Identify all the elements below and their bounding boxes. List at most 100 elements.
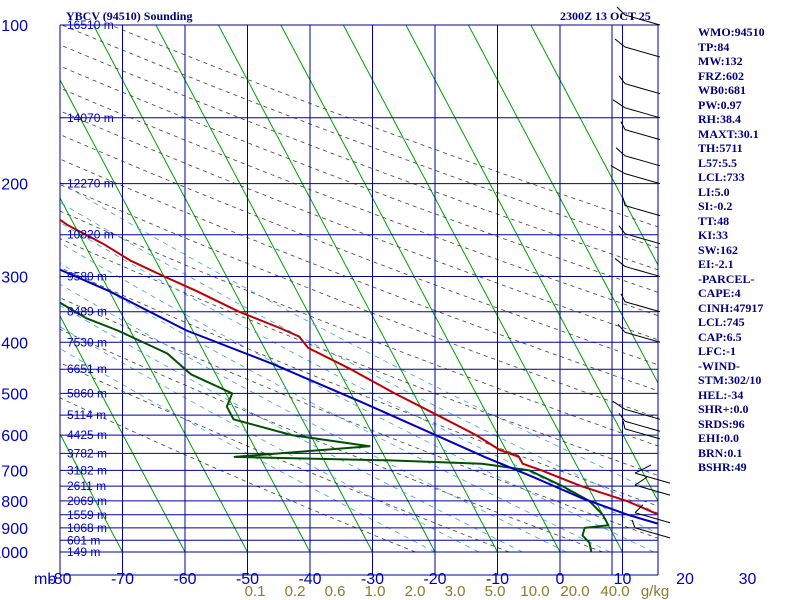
height-label: 1559 m	[67, 508, 107, 522]
temperature-tick-label: 20	[676, 571, 694, 588]
sounding-index: RH:38.4	[698, 112, 741, 126]
isotherm-line	[155, 25, 436, 553]
sounding-index: -WIND-	[698, 358, 740, 373]
mixing-ratio-label: 1.0	[365, 583, 386, 600]
wind-barb	[624, 205, 661, 217]
sounding-index: SHR+:0.0	[698, 402, 749, 416]
moist-adiabat-grid	[60, 182, 658, 553]
sounding-index: FRZ:602	[698, 68, 744, 83]
dry-adiabat-line	[61, 25, 658, 249]
wind-barb	[620, 293, 626, 302]
dry-adiabat-line	[60, 87, 658, 317]
sounding-index: BSHR:49	[698, 460, 747, 474]
wind-barb	[614, 38, 626, 48]
parcel-profile-line	[60, 268, 658, 525]
axis-labels: -80-70-60-50-40-30-20-100102030401002003…	[0, 18, 757, 600]
wind-barb	[634, 476, 648, 486]
wind-barb	[616, 6, 626, 16]
height-label: 5860 m	[67, 386, 107, 400]
mixing-ratio-label: 3.0	[445, 583, 466, 600]
isotherm-line	[342, 25, 623, 553]
mixing-ratio-label: 0.6	[325, 583, 346, 600]
temperature-tick-label: -50	[236, 571, 259, 588]
height-label: 8489 m	[67, 305, 107, 319]
isotherm-line	[530, 25, 658, 267]
isotherm-grid	[60, 25, 658, 553]
sounding-profiles	[60, 218, 658, 553]
isotherm-line	[217, 25, 498, 553]
wind-barb	[631, 519, 636, 529]
pressure-tick-label: 600	[1, 428, 28, 445]
mixing-ratio-label: 2.0	[405, 583, 426, 600]
wind-barb	[622, 420, 626, 429]
dry-adiabat-line	[60, 397, 416, 553]
temperature-tick-label: -20	[423, 571, 446, 588]
pressure-tick-label: 100	[1, 18, 28, 35]
mixing-ratio-label: 40.0	[600, 583, 629, 600]
isotherm-line	[405, 25, 658, 503]
sounding-index: TT:48	[698, 213, 730, 228]
wind-barb	[624, 301, 661, 313]
wind-barb	[618, 412, 626, 422]
wind-barb	[624, 408, 661, 420]
dry-adiabat-line	[60, 158, 658, 392]
wind-barb	[624, 233, 661, 245]
y-axis-unit-label: mb	[34, 571, 56, 588]
height-label: 149 m	[67, 545, 100, 559]
sounding-index: EHI:0.0	[698, 431, 740, 445]
temperature-tick-label: -70	[111, 571, 134, 588]
wind-barb	[620, 121, 626, 130]
sounding-index: MAXT:30.1	[698, 126, 759, 141]
height-label: 9580 m	[67, 269, 107, 283]
isotherm-line	[280, 25, 561, 553]
isotherm-line	[60, 432, 123, 553]
temperature-tick-label: -10	[486, 571, 509, 588]
wind-barb	[622, 197, 626, 206]
sounding-index: CAPE:4	[698, 286, 741, 300]
pressure-tick-label: 400	[1, 335, 28, 352]
height-label: 6651 m	[67, 362, 107, 376]
height-label: 12270 m	[67, 177, 114, 191]
sounding-index: HEL:-34	[698, 387, 744, 402]
wind-barb	[624, 14, 661, 26]
moist-adiabat-line	[60, 348, 436, 553]
wind-barb	[618, 75, 626, 84]
wind-barb	[634, 512, 671, 524]
sounding-index: BRN:0.1	[698, 445, 743, 460]
sounding-index: SRDS:96	[698, 416, 745, 431]
temperature-tick-label: 30	[739, 571, 757, 588]
dry-adiabat-line	[60, 65, 658, 293]
wind-barb	[624, 331, 661, 343]
sounding-index: SW:162	[698, 242, 739, 257]
wind-barb	[624, 83, 661, 95]
sounding-index: -PARCEL-	[698, 271, 755, 286]
dry-adiabat-line	[60, 267, 658, 507]
sounding-index: PW:0.97	[698, 97, 742, 112]
dry-adiabat-line	[60, 44, 658, 271]
pressure-tick-label: 700	[1, 463, 28, 480]
sounding-index: CAP:6.5	[698, 329, 742, 344]
moist-adiabat-line	[60, 182, 658, 494]
pressure-tick-label: 200	[1, 177, 28, 194]
sounding-indices-list: WMO:94510 TP:84 MW:132 FRZ:602 WB0:681 PW:0.9…	[698, 25, 798, 475]
height-label: 3182 m	[67, 463, 107, 477]
wind-barb	[624, 46, 661, 58]
mixing-ratio-label: 0.2	[285, 583, 306, 600]
wind-barb	[634, 527, 671, 539]
isotherm-line	[60, 314, 186, 553]
wind-barb	[615, 147, 626, 157]
pressure-tick-label: 900	[1, 521, 28, 538]
chart-title: YBCV (94510) Sounding	[66, 9, 192, 23]
sounding-index: STM:302/10	[698, 373, 762, 387]
pressure-tick-label: 300	[1, 269, 28, 286]
sounding-index: LI:5.0	[698, 184, 730, 199]
wind-barb	[624, 420, 661, 432]
wind-barb	[610, 165, 626, 175]
sounding-index: TH:5711	[698, 141, 743, 155]
mixing-ratio-label: 5.0	[485, 583, 506, 600]
height-label: 1068 m	[67, 521, 107, 535]
height-label: 601 m	[67, 533, 100, 547]
wind-barb	[624, 129, 661, 141]
isotherm-line	[92, 25, 373, 553]
wind-barb	[617, 323, 626, 333]
